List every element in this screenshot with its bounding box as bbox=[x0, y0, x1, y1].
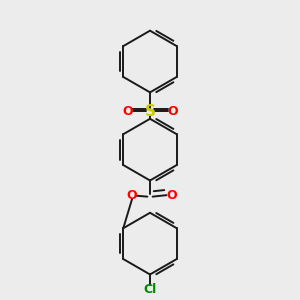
Text: O: O bbox=[122, 105, 133, 118]
Text: S: S bbox=[145, 104, 155, 119]
Text: O: O bbox=[167, 105, 178, 118]
Text: Cl: Cl bbox=[143, 283, 157, 296]
Text: O: O bbox=[127, 189, 137, 202]
Text: O: O bbox=[166, 189, 177, 202]
